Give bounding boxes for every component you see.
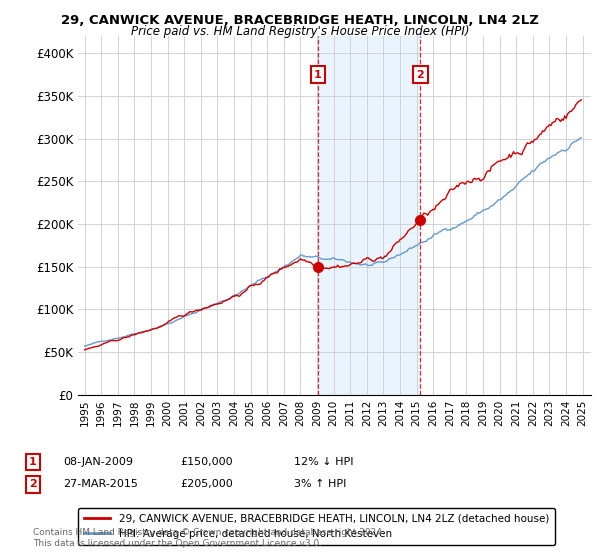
Text: 08-JAN-2009: 08-JAN-2009	[63, 457, 133, 467]
Text: 27-MAR-2015: 27-MAR-2015	[63, 479, 138, 489]
Text: 1: 1	[314, 70, 322, 80]
Legend: 29, CANWICK AVENUE, BRACEBRIDGE HEATH, LINCOLN, LN4 2LZ (detached house), HPI: A: 29, CANWICK AVENUE, BRACEBRIDGE HEATH, L…	[78, 507, 556, 545]
Text: 2: 2	[29, 479, 37, 489]
Text: Price paid vs. HM Land Registry's House Price Index (HPI): Price paid vs. HM Land Registry's House …	[131, 25, 469, 38]
Text: £150,000: £150,000	[180, 457, 233, 467]
Text: 2: 2	[416, 70, 424, 80]
Text: £205,000: £205,000	[180, 479, 233, 489]
Text: 3% ↑ HPI: 3% ↑ HPI	[294, 479, 346, 489]
Text: 29, CANWICK AVENUE, BRACEBRIDGE HEATH, LINCOLN, LN4 2LZ: 29, CANWICK AVENUE, BRACEBRIDGE HEATH, L…	[61, 14, 539, 27]
Text: Contains HM Land Registry data © Crown copyright and database right 2024.
This d: Contains HM Land Registry data © Crown c…	[33, 528, 385, 548]
Text: 12% ↓ HPI: 12% ↓ HPI	[294, 457, 353, 467]
Text: 1: 1	[29, 457, 37, 467]
Bar	[318, 36, 421, 395]
